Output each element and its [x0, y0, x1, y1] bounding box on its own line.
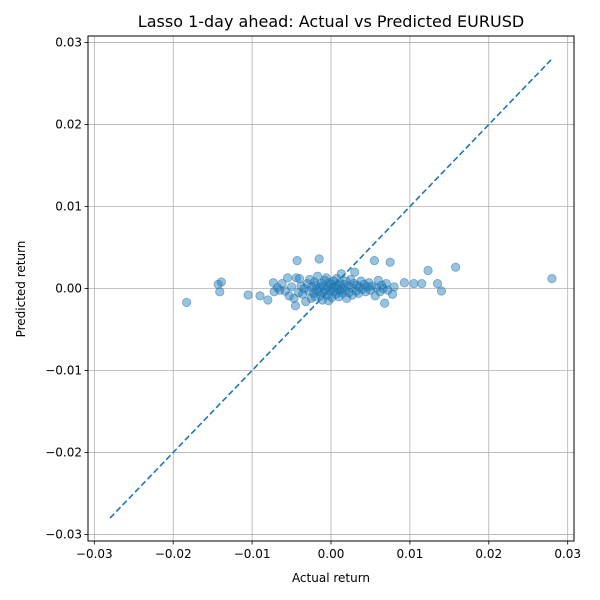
x-tick-label: −0.01	[234, 547, 271, 561]
data-point	[389, 282, 399, 292]
data-point	[451, 262, 461, 272]
data-point	[216, 277, 226, 287]
y-tick-label: 0.01	[55, 200, 82, 214]
data-point	[314, 254, 324, 264]
data-point	[290, 301, 301, 311]
y-tick-label: 0.02	[55, 118, 82, 132]
data-point	[301, 297, 311, 307]
data-point	[423, 265, 433, 276]
data-point	[213, 279, 223, 290]
data-point	[409, 278, 419, 289]
y-axis-ticks: −0.03 −0.02 −0.01 0.00 0.01 0.02 0.03	[45, 36, 88, 541]
data-point	[399, 278, 409, 288]
data-point	[291, 273, 301, 283]
chart-title: Lasso 1-day ahead: Actual vs Predicted E…	[138, 12, 524, 31]
data-point	[292, 256, 302, 266]
x-tick-label: 0.00	[318, 547, 345, 561]
data-point	[255, 291, 265, 301]
data-point	[182, 297, 192, 308]
y-tick-label: −0.01	[45, 363, 82, 377]
data-point	[380, 298, 390, 308]
data-point	[344, 287, 354, 298]
data-point	[357, 284, 368, 294]
data-point	[284, 291, 294, 301]
y-tick-label: −0.03	[45, 527, 82, 541]
x-tick-label: 0.02	[475, 547, 502, 561]
data-point	[432, 278, 443, 289]
x-tick-label: −0.02	[155, 547, 192, 561]
x-tick-label: 0.03	[554, 547, 581, 561]
data-point	[385, 257, 395, 267]
y-tick-label: 0.03	[55, 36, 82, 50]
data-point	[336, 269, 346, 279]
data-points	[182, 254, 557, 311]
data-point	[417, 278, 427, 289]
data-point	[263, 295, 273, 305]
y-tick-label: 0.00	[55, 282, 82, 296]
y-tick-label: −0.02	[45, 445, 82, 459]
data-point	[286, 282, 297, 292]
data-point	[331, 289, 341, 299]
data-point	[350, 267, 360, 277]
data-point	[243, 290, 253, 300]
data-point	[215, 287, 225, 297]
data-point	[283, 273, 293, 283]
data-point	[547, 274, 557, 284]
data-point	[373, 275, 383, 285]
data-point	[436, 286, 447, 296]
data-point	[369, 256, 379, 266]
data-point	[387, 289, 398, 299]
x-axis-ticks: −0.03 −0.02 −0.01 0.00 0.01 0.02 0.03	[76, 541, 581, 561]
y-axis-label: Predicted return	[14, 241, 28, 338]
data-point	[305, 274, 315, 285]
data-point	[354, 282, 365, 292]
grid-lines	[88, 36, 574, 541]
data-point	[342, 293, 352, 303]
x-tick-label: 0.01	[397, 547, 424, 561]
data-point	[312, 271, 323, 281]
x-axis-label: Actual return	[292, 571, 370, 585]
x-tick-label: −0.03	[76, 547, 113, 561]
data-point	[294, 274, 305, 284]
